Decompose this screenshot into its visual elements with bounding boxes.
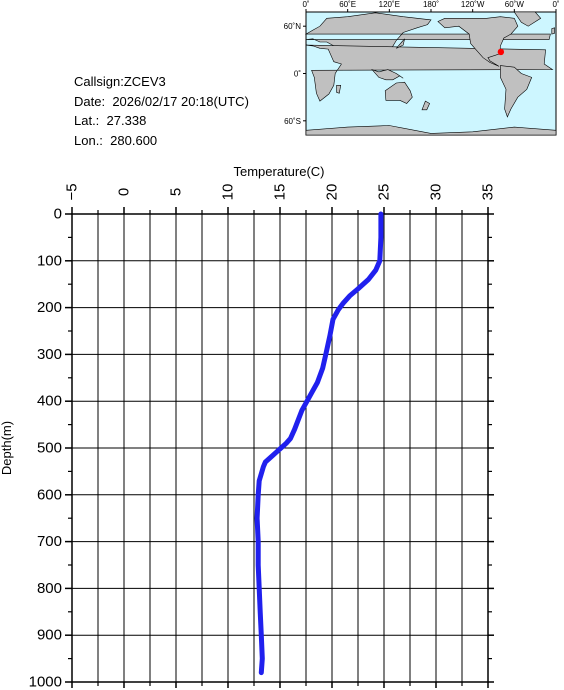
y-tick-label: 400 xyxy=(37,393,62,410)
chart-grid xyxy=(71,213,489,683)
map-lon-label: 120˚W xyxy=(461,0,485,9)
y-tick-label: 300 xyxy=(37,346,62,363)
map-lat-label: 60˚S xyxy=(284,117,301,126)
map-africa xyxy=(305,44,554,102)
x-tick-label: 25 xyxy=(376,184,393,201)
map-lon-label: 60˚W xyxy=(505,0,525,9)
map-lat-label: 0˚ xyxy=(294,70,301,79)
map-north-america xyxy=(437,16,519,67)
map-lon-label: 60˚E xyxy=(339,0,356,9)
y-tick-label: 800 xyxy=(37,580,62,597)
lon-value: 280.600 xyxy=(110,132,158,148)
y-tick-labels: 0 100 200 300 400 500 600 700 800 900 1000 xyxy=(29,206,62,690)
x-tick-label: 10 xyxy=(220,184,237,201)
map-greenland xyxy=(513,11,542,27)
lon-label: Lon.: xyxy=(74,132,103,148)
x-tick-label: 35 xyxy=(480,184,497,201)
y-tick-label: 600 xyxy=(37,486,62,503)
map-new-zealand xyxy=(421,100,430,111)
x-tick-label: 5 xyxy=(168,188,185,196)
x-tick-label: 0 xyxy=(116,188,133,196)
map-top-labels: 0˚ 60˚E 120˚E 180˚ 120˚W 60˚W 0˚ xyxy=(302,0,559,9)
map-madagascar xyxy=(336,85,342,94)
map-side-labels: 60˚N 0˚ 60˚S xyxy=(284,22,302,126)
lat-row: Lat.: 27.338 xyxy=(74,111,249,131)
y-tick-label: 200 xyxy=(37,299,62,316)
y-tick-label: 100 xyxy=(37,252,62,269)
map-lon-label: 120˚E xyxy=(379,0,400,9)
map-lon-label: 180˚ xyxy=(423,0,439,9)
x-axis-title: Temperature(C) xyxy=(233,164,324,179)
map-lat-label: 60˚N xyxy=(284,22,302,31)
y-tick-label: 700 xyxy=(37,533,62,550)
map-japan xyxy=(396,38,405,49)
station-info: Callsign:ZCEV3 Date: 2026/02/17 20:18(UT… xyxy=(74,72,249,150)
y-tick-label: 900 xyxy=(37,627,62,644)
lat-label: Lat.: xyxy=(74,113,100,128)
lat-value: 27.338 xyxy=(106,113,147,128)
x-tick-label: 15 xyxy=(272,184,289,201)
date-label: Date: xyxy=(74,93,106,109)
x-tick-label: 20 xyxy=(324,184,341,201)
map-australia xyxy=(384,81,413,104)
map-lon-label: 0˚ xyxy=(552,0,559,9)
y-axis-title: Depth(m) xyxy=(0,421,14,475)
date-value: 2026/02/17 20:18(UTC) xyxy=(112,93,249,109)
x-tick-label: −5 xyxy=(64,183,81,200)
lon-row: Lon.: 280.600 xyxy=(74,131,249,151)
map-land xyxy=(304,11,557,136)
y-tick-label: 1000 xyxy=(29,674,62,690)
y-tick-label: 500 xyxy=(37,440,62,457)
map-antarctica xyxy=(305,125,557,136)
x-tick-labels: −5 0 5 10 15 20 25 30 35 xyxy=(64,183,497,200)
temperature-profile-line xyxy=(254,211,384,676)
map-ticks xyxy=(303,9,557,122)
map-south-america xyxy=(500,65,533,118)
world-map: 0˚ 60˚E 120˚E 180˚ 120˚W 60˚W 0˚ 60˚N 0˚ 60˚S xyxy=(284,0,560,136)
map-indonesia xyxy=(371,68,404,81)
y-tick-label: 0 xyxy=(54,206,62,223)
axis-ticks xyxy=(65,207,494,688)
map-uk xyxy=(551,27,555,35)
x-tick-label: 30 xyxy=(428,184,445,201)
station-marker xyxy=(497,48,505,56)
callsign-text: Callsign:ZCEV3 xyxy=(74,74,166,89)
map-lon-label: 0˚ xyxy=(302,0,309,9)
date-row: Date: 2026/02/17 20:18(UTC) xyxy=(74,92,249,112)
